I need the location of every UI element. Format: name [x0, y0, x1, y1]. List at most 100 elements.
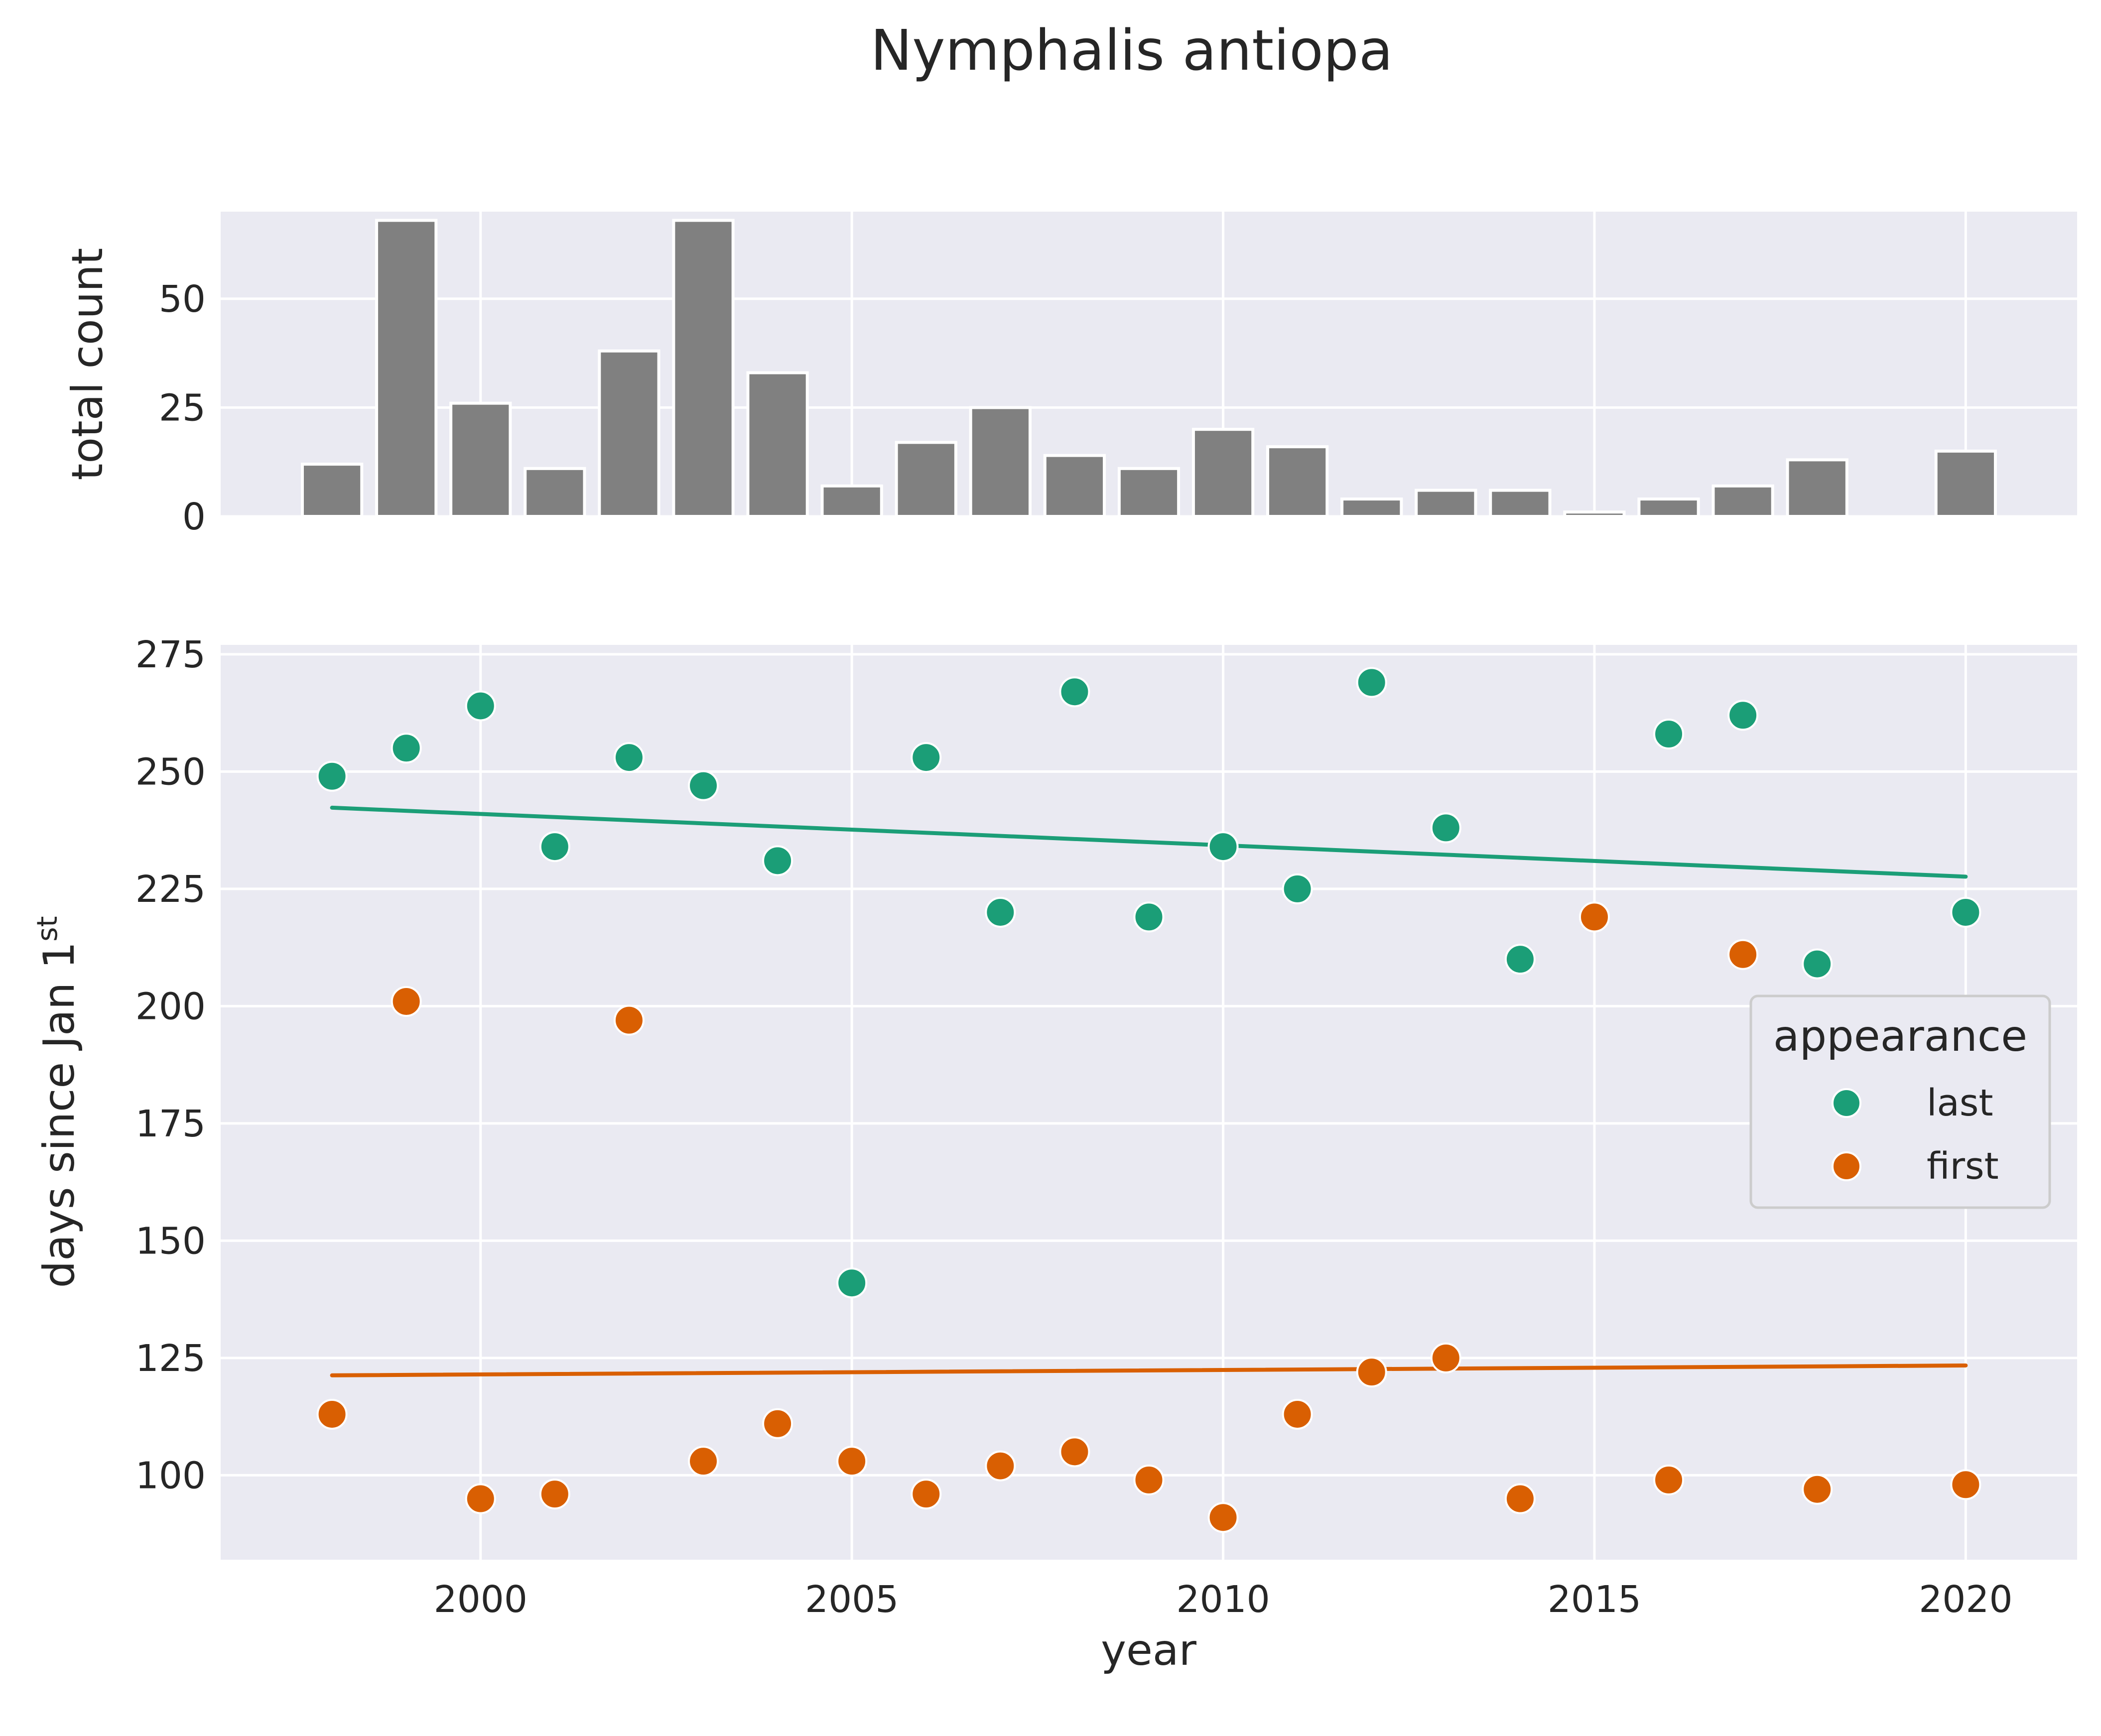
- count-bar: [1340, 497, 1403, 518]
- point-first: [391, 986, 422, 1017]
- x-axis-label: year: [1101, 1625, 1197, 1675]
- days-y-tick-label: 100: [135, 1454, 206, 1497]
- point-first: [1802, 1474, 1833, 1505]
- trend-line-first: [330, 1363, 1968, 1377]
- days-y-tick-label: 225: [135, 868, 206, 911]
- days-y-tick-label: 125: [135, 1337, 206, 1380]
- point-first: [985, 1450, 1016, 1482]
- year-x-tick-label: 2020: [1919, 1578, 2012, 1621]
- days-panel: 100 125 150 175 200 225 250 275 2000 2005 2010 201…: [31, 633, 2077, 1675]
- chart-title: Nymphalis antiopa: [871, 18, 1393, 83]
- count-bar: [598, 349, 660, 518]
- count-bar: [1786, 458, 1848, 518]
- point-last: [613, 742, 645, 773]
- point-first: [613, 1004, 645, 1036]
- count-panel-background: [221, 212, 2077, 516]
- count-bar: [449, 401, 512, 518]
- point-first: [762, 1408, 793, 1439]
- point-last: [465, 690, 496, 722]
- count-bar: [1711, 484, 1774, 518]
- point-last: [1504, 944, 1536, 975]
- count-bar: [1266, 445, 1329, 518]
- days-y-tick-label: 200: [135, 985, 206, 1028]
- legend-label-first: first: [1927, 1145, 1999, 1188]
- point-last: [1133, 901, 1165, 933]
- point-first: [1727, 939, 1759, 970]
- point-last: [911, 742, 942, 773]
- trend-line-last: [330, 805, 1968, 879]
- days-y-axis-label-superscript: st: [31, 916, 64, 942]
- legend-marker-last: [1832, 1088, 1861, 1118]
- point-last: [985, 896, 1016, 928]
- point-last: [1356, 667, 1387, 698]
- days-y-tick-labels: 100 125 150 175 200 225 250 275: [135, 633, 206, 1497]
- count-bar: [1191, 428, 1255, 518]
- point-first: [836, 1446, 868, 1477]
- count-bar: [969, 406, 1032, 518]
- legend-marker-first: [1832, 1151, 1861, 1181]
- point-first: [1653, 1464, 1685, 1495]
- count-bar: [1637, 497, 1700, 518]
- count-y-tick-labels: 0 25 50: [159, 278, 206, 538]
- legend-title: appearance: [1773, 1011, 2027, 1061]
- point-last: [1653, 718, 1685, 749]
- point-first: [1356, 1357, 1387, 1388]
- count-bar: [375, 219, 438, 518]
- point-first: [1430, 1342, 1461, 1373]
- point-first: [911, 1479, 942, 1510]
- count-y-tick-label: 0: [182, 496, 206, 538]
- count-bar: [1415, 489, 1477, 518]
- point-first: [539, 1479, 570, 1510]
- trend-lines: [330, 805, 1968, 1377]
- year-x-tick-label: 2005: [805, 1578, 899, 1621]
- count-y-tick-label: 50: [159, 278, 206, 321]
- point-last: [836, 1267, 868, 1299]
- count-bar: [672, 219, 735, 518]
- count-bar: [1934, 449, 1997, 518]
- year-x-tick-labels: 2000 2005 2010 2015 2020: [434, 1578, 2013, 1621]
- count-y-axis-label: total count: [63, 248, 113, 481]
- count-bar: [300, 463, 364, 518]
- point-first: [1504, 1483, 1536, 1514]
- point-last: [1207, 831, 1239, 863]
- point-last: [1802, 948, 1833, 980]
- point-last: [1950, 896, 1981, 928]
- count-bar: [820, 484, 883, 518]
- days-y-tick-label: 150: [135, 1220, 206, 1262]
- legend-box: [1749, 994, 2051, 1209]
- scatter-points: [316, 667, 1981, 1533]
- days-y-tick-label: 250: [135, 750, 206, 793]
- count-bar: [1563, 510, 1626, 518]
- point-first: [465, 1483, 496, 1514]
- count-bars: [300, 219, 1997, 518]
- legend-label-last: last: [1927, 1082, 1993, 1124]
- year-x-tick-label: 2000: [434, 1578, 527, 1621]
- point-first: [1282, 1398, 1313, 1430]
- days-y-axis-label: days since Jan 1st: [31, 916, 84, 1288]
- count-bar: [1489, 489, 1552, 518]
- point-last: [1430, 812, 1461, 844]
- point-last: [688, 770, 719, 801]
- point-last: [762, 845, 793, 876]
- point-last: [316, 760, 348, 792]
- count-bar: [1117, 467, 1181, 518]
- point-first: [1133, 1464, 1165, 1495]
- point-first: [1059, 1436, 1090, 1468]
- point-last: [391, 733, 422, 764]
- point-first: [1207, 1502, 1239, 1533]
- count-panel: 0 25 50 total count: [63, 212, 2077, 538]
- days-y-tick-label: 275: [135, 633, 206, 676]
- point-last: [1727, 700, 1759, 731]
- point-last: [539, 831, 570, 863]
- count-bar: [524, 467, 586, 518]
- count-bar: [895, 441, 957, 518]
- count-y-tick-label: 25: [159, 386, 206, 429]
- year-x-tick-label: 2015: [1548, 1578, 1641, 1621]
- days-y-axis-label-main: days since Jan 1: [34, 942, 84, 1288]
- point-last: [1059, 676, 1090, 708]
- days-y-tick-label: 175: [135, 1103, 206, 1145]
- point-first: [1578, 901, 1610, 933]
- count-bar: [746, 371, 809, 518]
- point-first: [688, 1446, 719, 1477]
